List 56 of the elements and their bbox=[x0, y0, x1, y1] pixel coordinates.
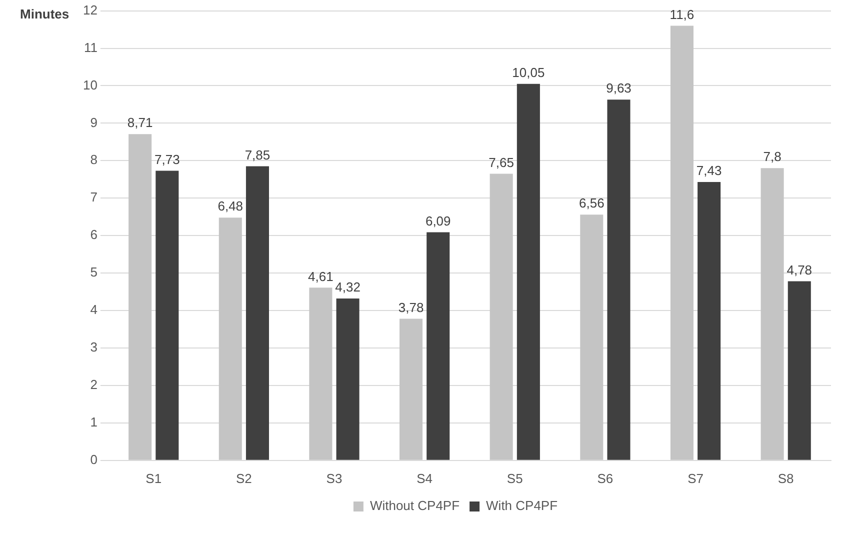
bar bbox=[218, 218, 242, 460]
data-label: 6,48 bbox=[218, 198, 244, 214]
data-label: 4,61 bbox=[308, 268, 334, 284]
y-tick-label: 3 bbox=[90, 340, 98, 355]
data-label: 7,65 bbox=[488, 154, 514, 170]
data-label: 6,09 bbox=[425, 213, 451, 228]
bar bbox=[607, 100, 630, 460]
y-tick-label: 11 bbox=[84, 40, 98, 55]
x-tick-label: S5 bbox=[506, 470, 523, 486]
bar bbox=[516, 84, 540, 460]
data-label: 4,78 bbox=[786, 262, 812, 278]
bar bbox=[788, 281, 811, 460]
bar bbox=[580, 214, 604, 460]
bar bbox=[309, 288, 332, 460]
x-tick-label: S4 bbox=[416, 470, 433, 486]
bar bbox=[156, 170, 179, 460]
y-tick-label: 9 bbox=[90, 114, 98, 130]
data-label: 3,78 bbox=[398, 300, 424, 315]
y-tick-label: 8 bbox=[90, 152, 98, 168]
data-label: 7,43 bbox=[696, 163, 722, 178]
data-label: 8,71 bbox=[127, 115, 153, 130]
y-tick-label: 0 bbox=[90, 452, 98, 467]
x-tick-label: S3 bbox=[326, 470, 342, 486]
bar bbox=[336, 298, 360, 460]
y-tick-label: 6 bbox=[90, 227, 98, 242]
data-label: 6,56 bbox=[579, 196, 604, 211]
bar bbox=[426, 232, 450, 460]
bar bbox=[246, 166, 269, 460]
bar bbox=[698, 182, 721, 460]
data-label: 7,8 bbox=[763, 149, 782, 164]
y-tick-label: 4 bbox=[90, 302, 98, 318]
y-tick-label: 5 bbox=[90, 264, 98, 280]
data-label: 11,6 bbox=[670, 6, 694, 22]
x-tick-label: S8 bbox=[778, 470, 794, 486]
y-axis-title: Minutes bbox=[20, 6, 70, 22]
bar bbox=[670, 26, 694, 460]
y-tick-label: 10 bbox=[82, 77, 98, 92]
x-tick-label: S1 bbox=[146, 470, 162, 486]
bar bbox=[760, 168, 784, 460]
y-tick-label: 2 bbox=[90, 377, 98, 392]
bar bbox=[400, 318, 423, 460]
data-label: 10,05 bbox=[512, 64, 545, 80]
x-tick-label: S7 bbox=[688, 470, 704, 486]
x-tick-label: S2 bbox=[236, 470, 252, 486]
y-tick-label: 12 bbox=[82, 2, 98, 18]
bar bbox=[128, 134, 152, 460]
bar bbox=[490, 174, 513, 460]
data-label: 7,85 bbox=[244, 147, 270, 162]
y-tick-label: 1 bbox=[90, 414, 98, 430]
data-label: 7,73 bbox=[154, 152, 180, 167]
y-tick-label: 7 bbox=[90, 190, 98, 205]
data-label: 4,32 bbox=[335, 280, 360, 295]
legend-label: With CP4PF bbox=[486, 498, 558, 514]
data-label: 9,63 bbox=[606, 80, 632, 96]
x-tick-label: S6 bbox=[597, 470, 614, 486]
legend-label: Without CP4PF bbox=[370, 498, 460, 514]
